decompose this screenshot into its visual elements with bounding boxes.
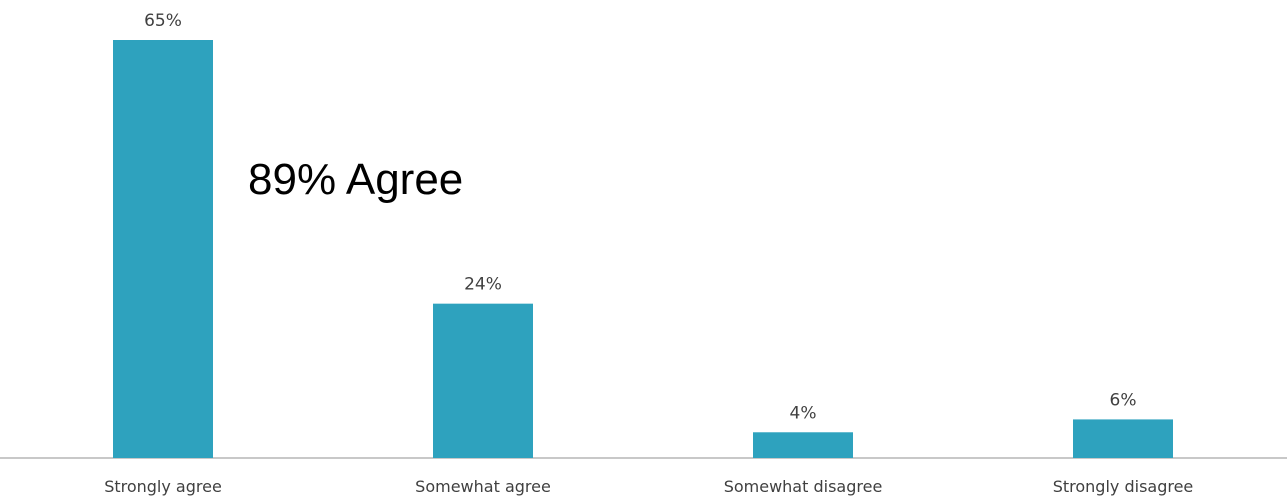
x-tick-label: Somewhat disagree [724,477,883,496]
bar [113,40,213,458]
agree-total-annotation: 89% Agree [248,155,464,204]
bar [1073,419,1173,458]
bar [433,303,533,458]
x-tick-label: Strongly disagree [1053,477,1194,496]
data-label: 6% [1110,390,1137,410]
data-label: 4% [790,403,817,423]
bar [753,432,853,458]
x-tick-label: Strongly agree [104,477,222,496]
data-label: 65% [144,11,182,31]
x-tick-label: Somewhat agree [415,477,551,496]
data-label: 24% [464,275,502,295]
